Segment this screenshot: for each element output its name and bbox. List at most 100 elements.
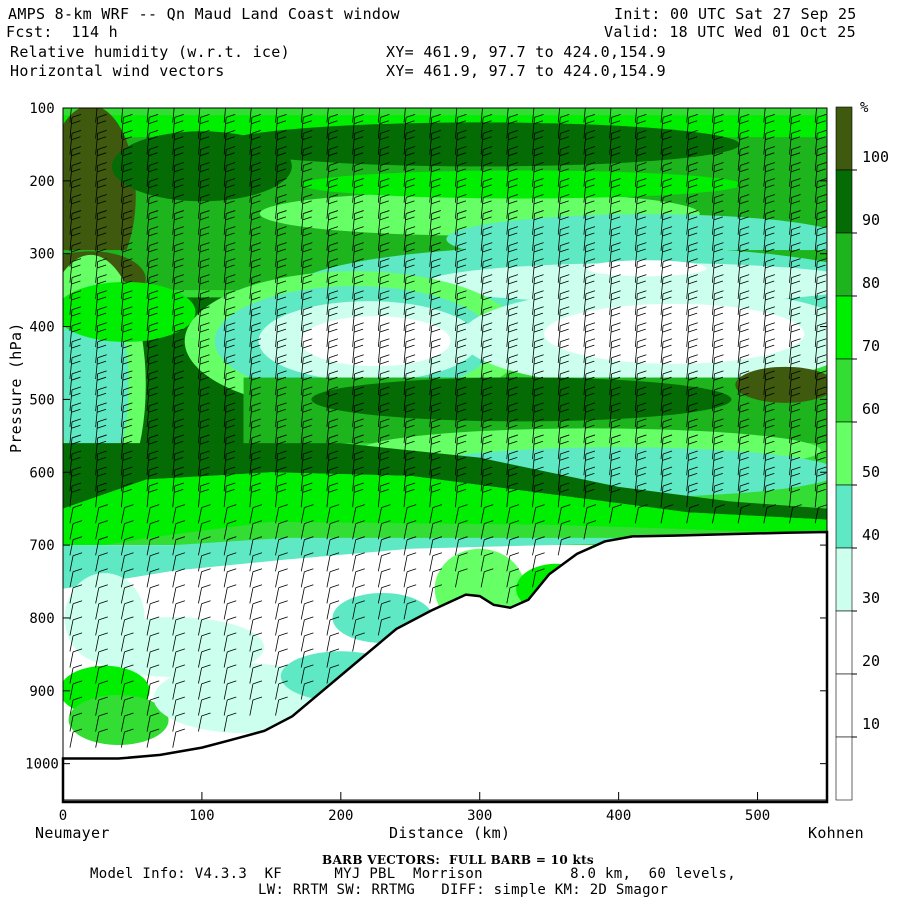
wind-barb-shaft	[403, 213, 407, 235]
wind-barb-flag	[585, 184, 595, 189]
wind-barb-flag	[251, 418, 262, 423]
wind-barb-flag	[688, 472, 698, 477]
wind-barb-shaft	[429, 587, 434, 604]
wind-barb-shaft	[146, 699, 151, 716]
wind-barb-flag	[585, 482, 596, 487]
wind-barb-flag	[148, 242, 159, 246]
wind-barb-flag	[199, 424, 210, 429]
wind-barb-flag	[714, 418, 724, 423]
wind-barb-shaft	[249, 651, 254, 668]
wind-barb-flag	[251, 466, 262, 471]
wind-barb-flag	[97, 258, 107, 263]
wind-barb-shaft	[506, 293, 510, 315]
wind-barb-shaft	[198, 165, 201, 187]
wind-barb-shaft	[814, 165, 818, 187]
wind-barb-shaft	[352, 357, 356, 380]
wind-barb-shaft	[480, 539, 485, 556]
wind-barb-flag	[765, 120, 775, 125]
wind-barb-flag	[124, 664, 134, 669]
wind-barb-flag	[765, 242, 775, 246]
wind-barb-shaft	[814, 357, 818, 380]
wind-barb-flag	[123, 418, 133, 423]
wind-barb-flag	[122, 296, 132, 301]
x-tick-label: 500	[745, 808, 770, 824]
wind-barb-flag	[379, 376, 389, 381]
wind-barb-flag	[636, 152, 646, 157]
wind-barb-flag	[560, 290, 570, 295]
wind-barb-flag	[714, 226, 724, 230]
wind-barb-flag	[355, 520, 365, 525]
wind-barb-shaft	[352, 389, 356, 412]
wind-barb-shaft	[712, 277, 715, 299]
wind-barb-flag	[122, 360, 132, 365]
wind-barb-flag	[740, 258, 750, 263]
wind-barb-flag	[405, 354, 416, 359]
wind-barb-flag	[278, 696, 288, 701]
wind-barb-shaft	[326, 453, 330, 476]
wind-barb-shaft	[223, 229, 227, 251]
wind-barb-flag	[225, 200, 235, 205]
wind-barb-flag	[353, 280, 364, 285]
wind-barb-flag	[817, 386, 827, 391]
wind-barb-flag	[354, 402, 364, 407]
wind-barb-flag	[508, 200, 518, 205]
wind-barb-flag	[148, 146, 159, 150]
wind-barb-flag	[124, 648, 134, 653]
wind-barb-flag	[662, 408, 672, 413]
wind-barb-flag	[276, 328, 287, 333]
wind-barb-flag	[251, 136, 261, 141]
wind-barb-flag	[482, 440, 492, 445]
wind-barb-flag	[456, 376, 466, 381]
wind-barb-shaft	[198, 325, 201, 347]
wind-barb-flag	[148, 130, 159, 134]
wind-barb-shaft	[249, 469, 253, 492]
wind-barb-flag	[302, 216, 312, 221]
wind-barb-shaft	[660, 341, 664, 364]
wind-barb-flag	[688, 450, 698, 455]
wind-barb-flag	[765, 258, 775, 263]
wind-barb-flag	[611, 194, 621, 198]
wind-barb-flag	[585, 258, 596, 263]
wind-barb-flag	[148, 354, 159, 359]
wind-barb-flag	[713, 408, 723, 413]
wind-barb-flag	[328, 466, 339, 471]
wind-barb-shaft	[326, 667, 331, 684]
wind-barb-flag	[71, 434, 82, 439]
wind-barb-flag	[559, 216, 569, 221]
wind-barb-shaft	[223, 699, 228, 716]
wind-barb-flag	[381, 536, 391, 541]
wind-barb-flag	[817, 482, 827, 487]
wind-barb-flag	[431, 264, 441, 269]
physics-info: LW: RRTM SW: RRTMG DIFF: simple KM: 2D S…	[258, 882, 669, 898]
wind-barb-flag	[379, 312, 389, 317]
wind-barb-flag	[509, 98, 518, 101]
wind-barb-shaft	[403, 485, 407, 508]
wind-barb-shaft	[429, 181, 433, 203]
wind-barb-flag	[123, 290, 133, 295]
wind-barb-shaft	[95, 277, 99, 299]
wind-barb-shaft	[146, 277, 150, 299]
wind-barb-flag	[688, 216, 698, 221]
wind-barb-shaft	[609, 325, 613, 347]
wind-barb-flag	[739, 360, 749, 365]
wind-barb-shaft	[403, 261, 407, 283]
wind-barb-shaft	[249, 325, 253, 347]
wind-barb-flag	[251, 370, 262, 375]
wind-barb-flag	[72, 600, 83, 605]
wind-barb-flag	[457, 146, 467, 150]
wind-barb-flag	[226, 114, 236, 118]
rh-blob-940	[68, 694, 169, 745]
wind-barb-flag	[508, 168, 518, 173]
wind-barb-flag	[585, 312, 595, 317]
wind-barb-flag	[175, 536, 185, 541]
wind-barb-flag	[226, 290, 236, 295]
wind-barb-flag	[304, 584, 314, 589]
wind-barb-flag	[148, 194, 159, 198]
wind-barb-flag	[791, 434, 801, 439]
wind-barb-flag	[662, 178, 673, 182]
wind-barb-flag	[226, 402, 236, 407]
wind-barb-flag	[405, 312, 415, 317]
wind-barb-flag	[277, 354, 287, 359]
wind-barb-flag	[405, 376, 415, 381]
wind-barb-flag	[225, 280, 235, 285]
